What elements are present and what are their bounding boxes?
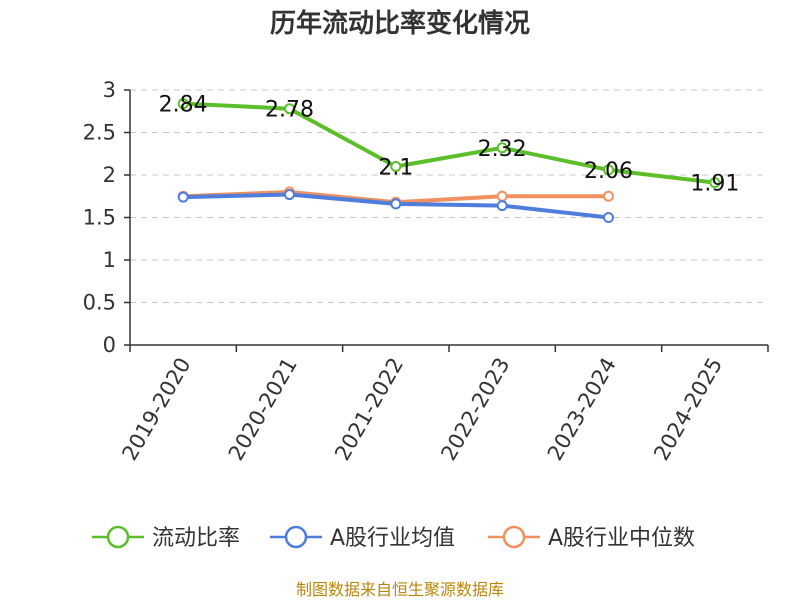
y-tick-label-2: 1	[103, 248, 116, 272]
x-tick-label-1: 2020-2021	[224, 354, 302, 465]
data-point-0-0	[177, 98, 189, 110]
legend-marker-0	[106, 525, 130, 549]
data-point-1-3	[496, 200, 508, 212]
x-tick-label-4: 2023-2024	[543, 354, 621, 465]
series-line-0	[181, 101, 717, 185]
data-label-2: 2.1	[378, 156, 413, 181]
y-tick-label-3: 1.5	[83, 206, 116, 230]
data-point-1-2	[390, 198, 402, 210]
legend-marker-1	[284, 525, 308, 549]
chart-title: 历年流动比率变化情况	[270, 8, 530, 39]
data-label-3: 2.32	[478, 137, 527, 162]
legend-label-2: A股行业中位数	[548, 526, 695, 551]
data-point-0-5	[709, 177, 721, 189]
data-labels: 2.84 2.78 2.1 2.32 2.06 1.91	[159, 93, 740, 197]
data-label-1: 2.78	[265, 98, 314, 123]
legend-label-0: 流动比率	[152, 526, 240, 551]
axes: 0 0.5 1 1.5 2 2.5 3 2019-2020 2020-2021 2021-2022…	[83, 78, 769, 465]
data-point-0-2	[390, 161, 402, 172]
y-tick-label-6: 3	[103, 78, 116, 102]
data-point-1-1	[284, 189, 295, 201]
y-tick-label-5: 2.5	[83, 121, 116, 145]
data-point-2-4	[603, 190, 614, 202]
data-point-1-0	[177, 191, 189, 203]
x-tick-label-3: 2022-2023	[436, 353, 514, 464]
legend-label-1: A股行业均值	[330, 526, 455, 551]
data-label-0: 2.84	[159, 93, 208, 118]
data-point-0-3	[496, 142, 508, 154]
series-layer	[177, 98, 721, 223]
data-point-1-4	[603, 212, 614, 223]
data-label-5: 1.91	[690, 172, 739, 197]
data-point-2-3	[496, 190, 508, 202]
data-point-0-1	[284, 103, 295, 115]
legend: 流动比率 A股行业均值 A股行业中位数	[92, 525, 695, 551]
legend-marker-2	[502, 525, 526, 549]
x-tick-label-5: 2024-2025	[649, 354, 727, 465]
y-tick-label-1: 0.5	[83, 291, 116, 315]
source-note: 制图数据来自恒生聚源数据库	[296, 580, 504, 599]
data-label-4: 2.06	[584, 159, 633, 184]
data-point-0-4	[603, 164, 614, 176]
x-tick-label-0: 2019-2020	[117, 354, 195, 465]
y-tick-label-0: 0	[103, 333, 116, 357]
y-tick-label-4: 2	[103, 163, 116, 187]
x-tick-label-2: 2021-2022	[330, 354, 408, 465]
